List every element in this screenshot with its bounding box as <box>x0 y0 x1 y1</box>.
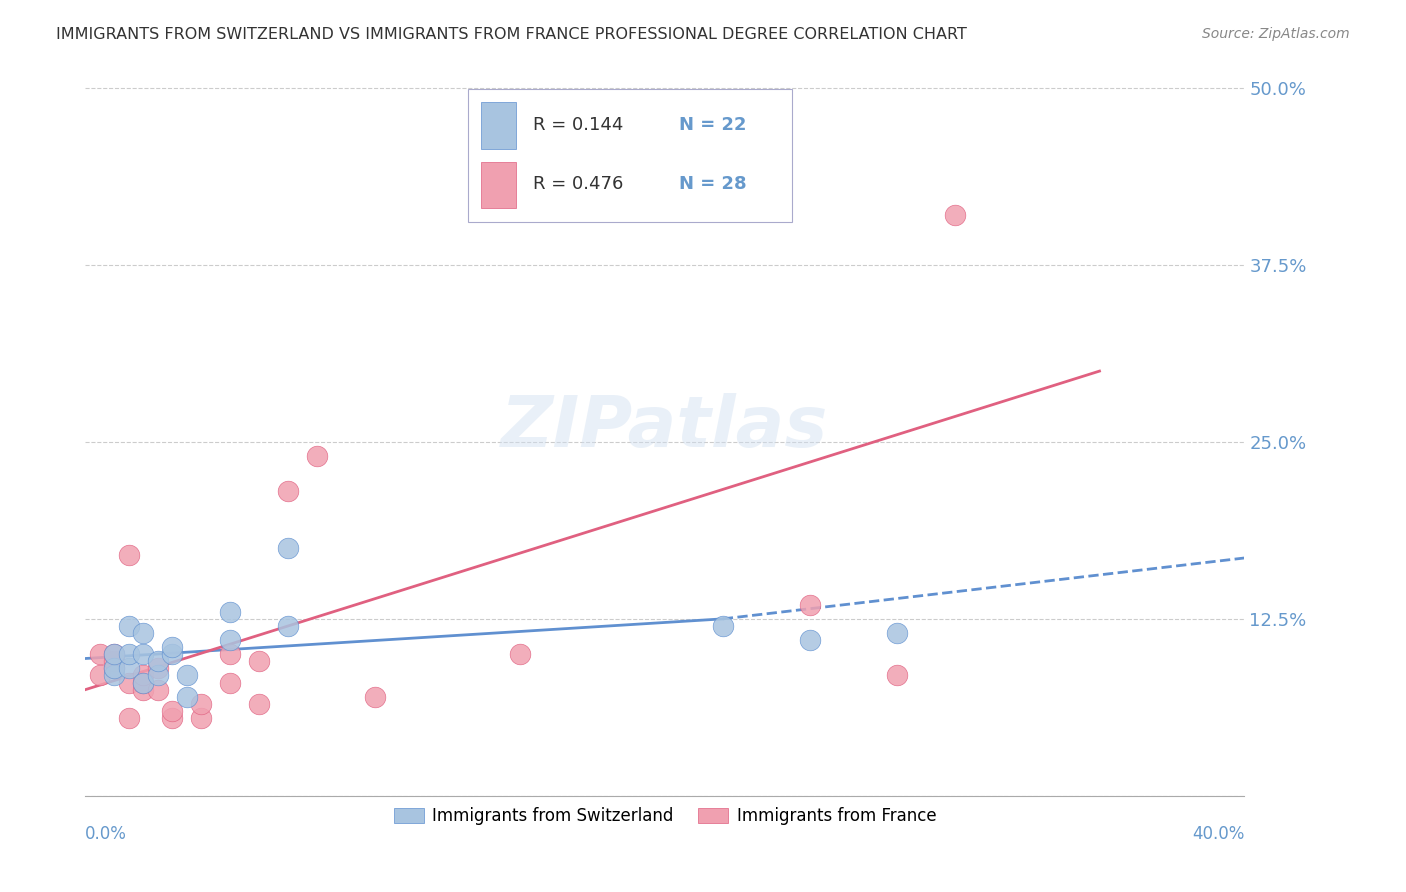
Point <box>219 675 242 690</box>
Text: Source: ZipAtlas.com: Source: ZipAtlas.com <box>1202 27 1350 41</box>
Point <box>103 661 125 675</box>
Point <box>799 598 821 612</box>
Point <box>247 654 270 668</box>
Legend: Immigrants from Switzerland, Immigrants from France: Immigrants from Switzerland, Immigrants … <box>387 800 943 831</box>
Point <box>886 626 908 640</box>
Point <box>89 668 111 682</box>
Text: IMMIGRANTS FROM SWITZERLAND VS IMMIGRANTS FROM FRANCE PROFESSIONAL DEGREE CORREL: IMMIGRANTS FROM SWITZERLAND VS IMMIGRANT… <box>56 27 967 42</box>
Point <box>146 668 169 682</box>
Point <box>943 208 966 222</box>
Point <box>190 697 212 711</box>
Point <box>132 626 155 640</box>
Point <box>160 711 183 725</box>
Point <box>118 548 141 562</box>
Point <box>132 675 155 690</box>
Point <box>118 647 141 661</box>
Point <box>219 633 242 648</box>
Point <box>132 682 155 697</box>
Point <box>219 647 242 661</box>
Point <box>103 661 125 675</box>
Point <box>146 661 169 675</box>
Point <box>190 711 212 725</box>
Point <box>509 647 531 661</box>
Point <box>118 675 141 690</box>
Point <box>277 619 299 633</box>
Point <box>277 541 299 555</box>
Point <box>711 619 734 633</box>
Point <box>103 654 125 668</box>
Point <box>176 690 198 704</box>
Point <box>118 661 141 675</box>
Text: 40.0%: 40.0% <box>1192 825 1244 843</box>
Point <box>132 675 155 690</box>
Point <box>146 682 169 697</box>
Point <box>176 668 198 682</box>
Point <box>160 647 183 661</box>
Point <box>364 690 387 704</box>
Point <box>247 697 270 711</box>
Point <box>160 640 183 655</box>
Point <box>89 647 111 661</box>
Point <box>307 449 329 463</box>
Point <box>132 668 155 682</box>
Point <box>886 668 908 682</box>
Point <box>103 668 125 682</box>
Text: ZIPatlas: ZIPatlas <box>501 393 828 462</box>
Point <box>118 619 141 633</box>
Point <box>799 633 821 648</box>
Point <box>277 484 299 499</box>
Point <box>118 711 141 725</box>
Point <box>103 647 125 661</box>
Point <box>219 605 242 619</box>
Point <box>132 647 155 661</box>
Point <box>103 647 125 661</box>
Point <box>146 654 169 668</box>
Point <box>160 704 183 718</box>
Text: 0.0%: 0.0% <box>86 825 127 843</box>
